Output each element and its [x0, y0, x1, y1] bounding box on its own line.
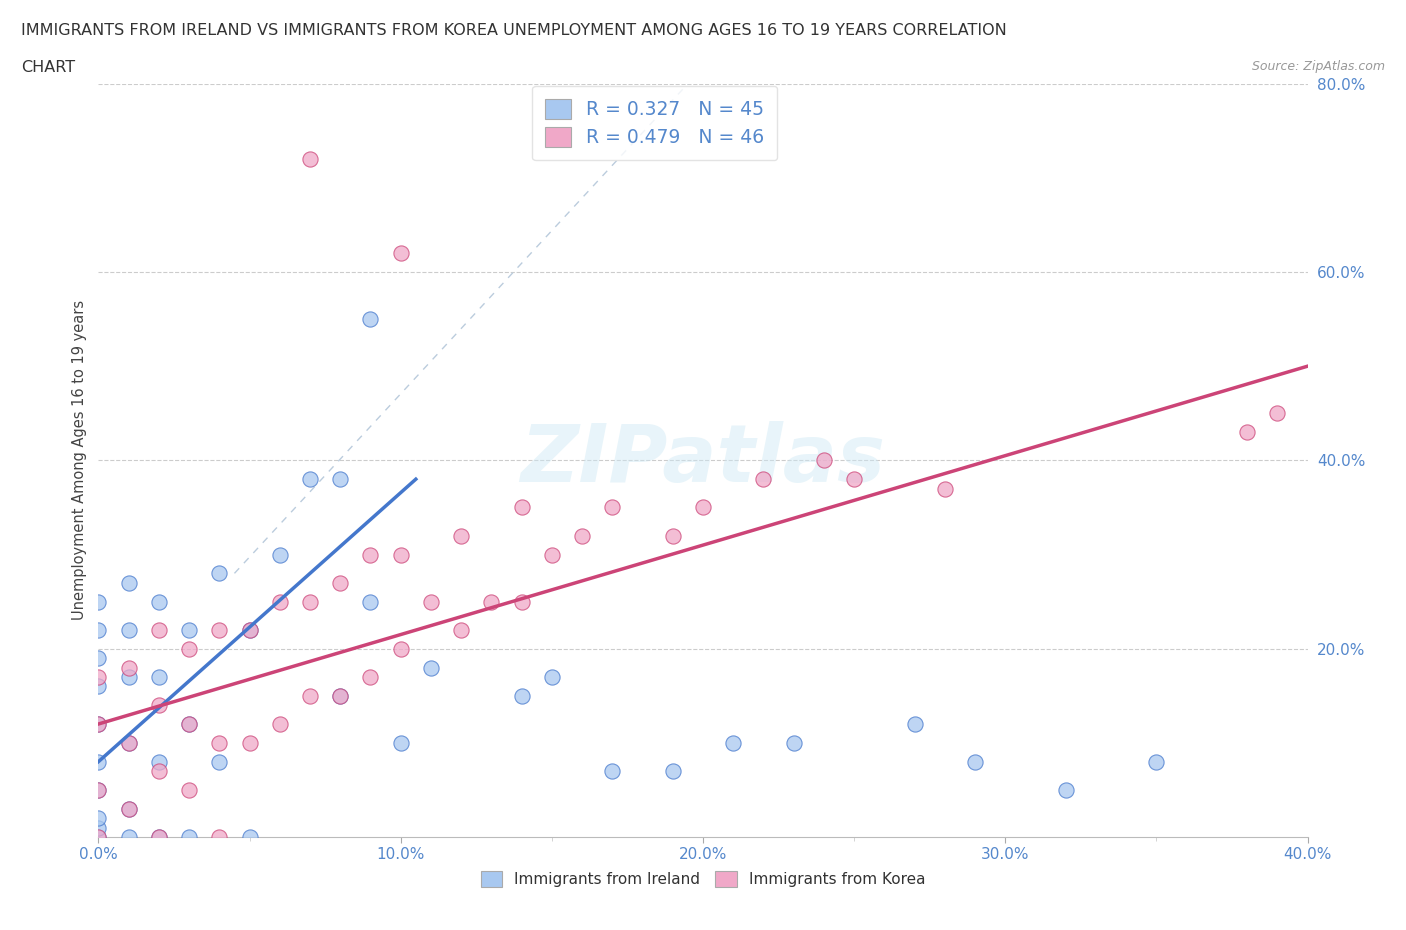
Point [148, 764, 170, 778]
Point [813, 453, 835, 468]
Point [420, 594, 443, 609]
Point [269, 717, 291, 732]
Point [299, 472, 322, 486]
Point [360, 547, 382, 562]
Point [389, 246, 412, 260]
Point [329, 472, 352, 486]
Point [148, 594, 170, 609]
Point [329, 576, 352, 591]
Point [1054, 782, 1077, 797]
Point [783, 736, 806, 751]
Point [148, 830, 170, 844]
Point [360, 594, 382, 609]
Point [208, 736, 231, 751]
Point [299, 594, 322, 609]
Point [148, 698, 170, 712]
Point [118, 802, 141, 817]
Point [602, 500, 624, 515]
Point [118, 736, 141, 751]
Point [179, 782, 201, 797]
Point [510, 500, 533, 515]
Point [118, 660, 141, 675]
Point [179, 717, 201, 732]
Point [118, 830, 141, 844]
Point [208, 830, 231, 844]
Point [148, 622, 170, 637]
Point [179, 622, 201, 637]
Point [87, 679, 110, 694]
Point [965, 754, 987, 769]
Point [239, 622, 262, 637]
Point [148, 670, 170, 684]
Point [450, 622, 472, 637]
Point [360, 312, 382, 326]
Point [87, 670, 110, 684]
Point [389, 547, 412, 562]
Text: IMMIGRANTS FROM IRELAND VS IMMIGRANTS FROM KOREA UNEMPLOYMENT AMONG AGES 16 TO 1: IMMIGRANTS FROM IRELAND VS IMMIGRANTS FR… [21, 23, 1007, 38]
Point [844, 472, 866, 486]
Point [208, 565, 231, 580]
Point [602, 764, 624, 778]
Point [661, 764, 683, 778]
Point [87, 782, 110, 797]
Point [540, 547, 562, 562]
Point [299, 688, 322, 703]
Point [510, 688, 533, 703]
Point [118, 736, 141, 751]
Point [87, 820, 110, 835]
Point [239, 830, 262, 844]
Point [87, 830, 110, 844]
Point [118, 670, 141, 684]
Point [118, 622, 141, 637]
Point [510, 594, 533, 609]
Point [1144, 754, 1167, 769]
Point [208, 754, 231, 769]
Point [329, 688, 352, 703]
Point [208, 622, 231, 637]
Point [179, 717, 201, 732]
Point [1236, 425, 1258, 440]
Point [87, 622, 110, 637]
Point [87, 830, 110, 844]
Point [389, 736, 412, 751]
Point [239, 622, 262, 637]
Point [752, 472, 775, 486]
Point [692, 500, 714, 515]
Point [904, 717, 927, 732]
Point [118, 576, 141, 591]
Point [360, 670, 382, 684]
Point [1267, 405, 1289, 420]
Point [148, 830, 170, 844]
Point [179, 830, 201, 844]
Point [87, 651, 110, 666]
Legend: Immigrants from Ireland, Immigrants from Korea: Immigrants from Ireland, Immigrants from… [474, 865, 932, 894]
Point [118, 802, 141, 817]
Point [420, 660, 443, 675]
Point [389, 642, 412, 657]
Point [450, 528, 472, 543]
Point [299, 152, 322, 166]
Point [239, 736, 262, 751]
Point [329, 688, 352, 703]
Point [723, 736, 745, 751]
Point [87, 811, 110, 826]
Point [87, 754, 110, 769]
Point [661, 528, 683, 543]
Point [269, 594, 291, 609]
Point [87, 717, 110, 732]
Y-axis label: Unemployment Among Ages 16 to 19 years: Unemployment Among Ages 16 to 19 years [72, 300, 87, 620]
Point [87, 782, 110, 797]
Point [87, 717, 110, 732]
Point [179, 642, 201, 657]
Point [269, 547, 291, 562]
Point [481, 594, 503, 609]
Point [571, 528, 593, 543]
Text: CHART: CHART [21, 60, 75, 75]
Point [540, 670, 562, 684]
Text: Source: ZipAtlas.com: Source: ZipAtlas.com [1251, 60, 1385, 73]
Point [148, 754, 170, 769]
Point [934, 481, 956, 496]
Text: ZIPatlas: ZIPatlas [520, 421, 886, 499]
Point [87, 594, 110, 609]
